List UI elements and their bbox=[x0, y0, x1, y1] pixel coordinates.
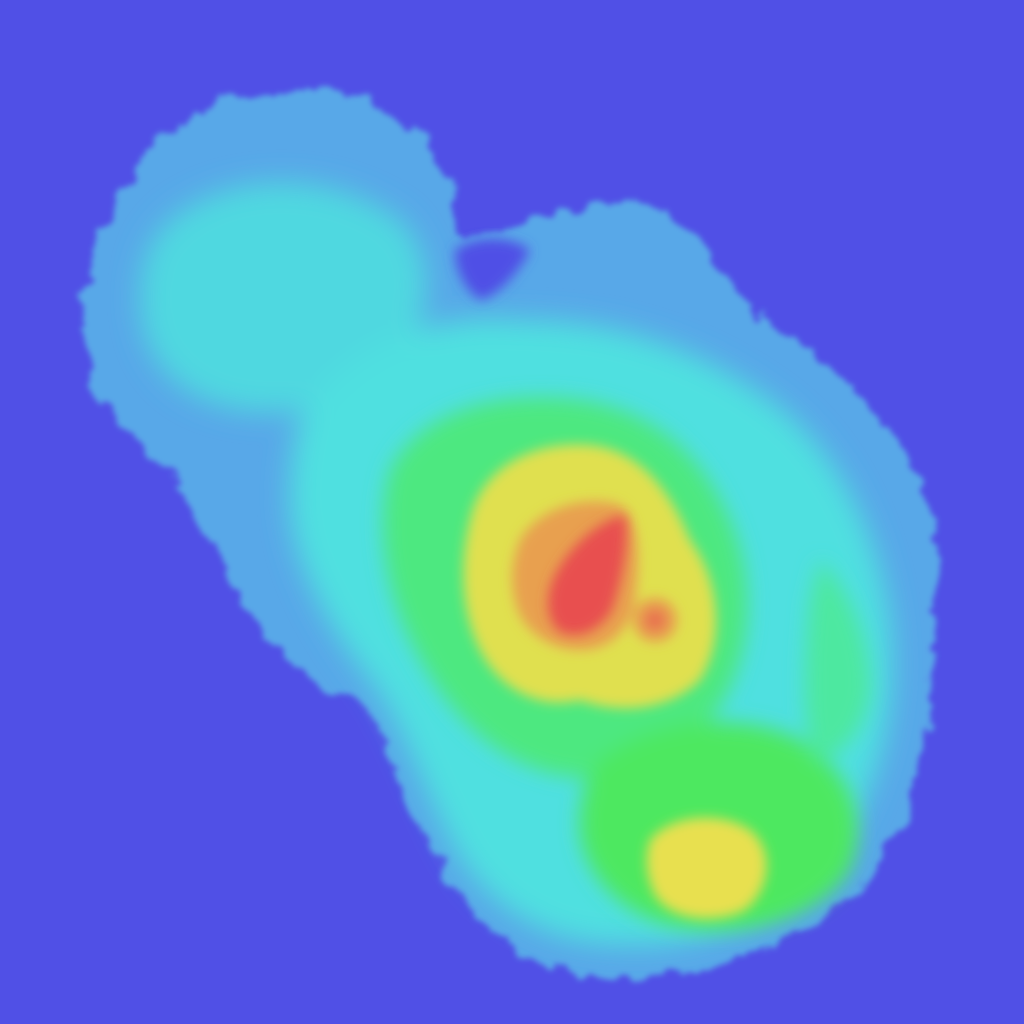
mid-region-east-ridge bbox=[805, 560, 870, 760]
notch bbox=[455, 238, 530, 300]
mid-low-region-west bbox=[140, 182, 427, 413]
peak-zone bbox=[548, 515, 665, 635]
inlet bbox=[455, 238, 530, 300]
high-region-southeast bbox=[646, 817, 767, 919]
secondary-peak-core bbox=[645, 610, 665, 630]
summit-region bbox=[548, 515, 627, 635]
